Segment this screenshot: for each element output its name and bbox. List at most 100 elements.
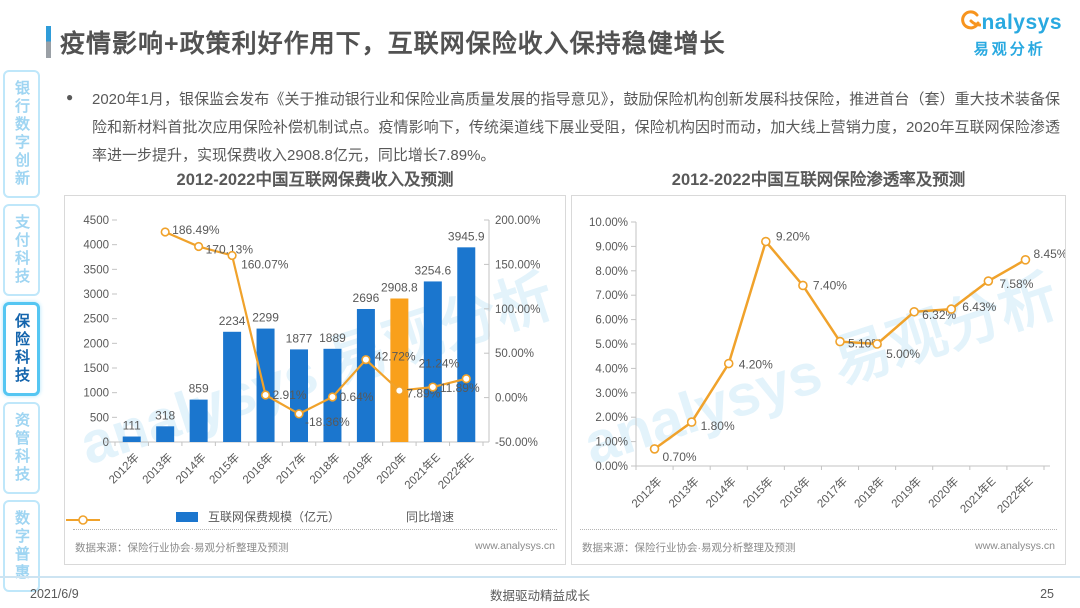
svg-text:2015年: 2015年: [206, 450, 242, 486]
sidebar-tab-1[interactable]: 支付科技: [3, 204, 40, 296]
sidebar-tab-0[interactable]: 银行数字创新: [3, 70, 40, 198]
premium-bar-5: [290, 349, 308, 442]
svg-text:8.45%: 8.45%: [1033, 247, 1065, 261]
svg-text:4.20%: 4.20%: [739, 358, 773, 372]
line-legend-label: 同比增速: [406, 510, 455, 524]
svg-text:4000: 4000: [83, 240, 109, 252]
svg-text:0.64%: 0.64%: [339, 390, 373, 404]
svg-text:859: 859: [189, 382, 209, 396]
svg-text:3000: 3000: [83, 289, 109, 301]
svg-text:5.00%: 5.00%: [886, 347, 920, 361]
svg-text:4500: 4500: [83, 215, 109, 227]
premium-bar-0: [122, 436, 141, 442]
svg-text:4.00%: 4.00%: [595, 363, 628, 375]
svg-text:9.20%: 9.20%: [776, 230, 810, 244]
svg-text:10.00%: 10.00%: [589, 217, 628, 229]
svg-text:-50.00%: -50.00%: [495, 437, 538, 449]
dotted-separator: [580, 529, 1057, 530]
svg-text:2000: 2000: [83, 338, 109, 350]
analysys-website-link[interactable]: www.analysys.cn: [975, 540, 1055, 552]
svg-text:50.00%: 50.00%: [495, 348, 534, 360]
svg-text:2017年: 2017年: [273, 450, 309, 486]
svg-text:1500: 1500: [83, 363, 109, 375]
svg-text:-18.36%: -18.36%: [305, 415, 350, 429]
svg-text:9.00%: 9.00%: [595, 241, 628, 253]
logo-swoosh-icon: [957, 8, 982, 37]
logo-brand-text: nalysys: [981, 10, 1062, 34]
svg-text:11.89%: 11.89%: [440, 381, 480, 395]
analysys-logo: nalysys 易观分析: [957, 8, 1062, 59]
svg-text:2018年: 2018年: [851, 474, 887, 510]
svg-text:200.00%: 200.00%: [495, 215, 540, 227]
svg-text:2012年: 2012年: [106, 450, 142, 486]
premium-bar-2: [189, 399, 208, 442]
svg-text:2014年: 2014年: [173, 450, 209, 486]
svg-text:2.91%: 2.91%: [273, 388, 307, 402]
dotted-separator: [73, 529, 557, 530]
growth-line: [164, 230, 467, 416]
svg-text:1.80%: 1.80%: [701, 419, 735, 433]
svg-text:150.00%: 150.00%: [495, 259, 540, 271]
svg-text:100.00%: 100.00%: [495, 304, 540, 316]
svg-text:2.00%: 2.00%: [595, 412, 628, 424]
svg-text:1877: 1877: [286, 331, 313, 345]
svg-text:0.70%: 0.70%: [663, 450, 697, 464]
sidebar-tab-3[interactable]: 资管科技: [3, 402, 40, 494]
premium-bar-8: [390, 298, 409, 442]
premium-bar-3: [223, 331, 242, 442]
sidebar-tab-2[interactable]: 保险科技: [3, 302, 40, 396]
svg-text:2696: 2696: [353, 291, 380, 305]
premium-chart-panel: analysys 易观分析 0 500 1000 1500 2000 2500 3000 35…: [64, 195, 566, 565]
svg-text:7.40%: 7.40%: [813, 278, 847, 292]
svg-text:2020年: 2020年: [925, 474, 961, 510]
svg-text:0.00%: 0.00%: [595, 461, 628, 473]
penetration-chart-title: 2012-2022中国互联网保险渗透率及预测: [671, 171, 966, 189]
svg-text:2014年: 2014年: [703, 474, 739, 510]
premium-bar-1: [156, 426, 175, 442]
penetration-line-chart: 0.00% 1.00% 2.00% 3.00% 4.00% 5.00% 6.00% 7.00%…: [589, 217, 1065, 516]
svg-text:6.43%: 6.43%: [962, 300, 996, 314]
data-source-note: 数据来源：保险行业协会·易观分析整理及预测: [75, 542, 289, 554]
summary-text: 2020年1月，银保监会发布《关于推动银行业和保险业高质量发展的指导意见》，鼓励…: [92, 91, 1060, 164]
svg-text:500: 500: [90, 412, 109, 424]
svg-text:7.58%: 7.58%: [999, 277, 1033, 291]
data-source-note: 数据来源：保险行业协会·易观分析整理及预测: [582, 542, 796, 554]
bar-legend-swatch: [175, 511, 198, 522]
premium-bar-4: [256, 328, 275, 442]
svg-text:2015年: 2015年: [740, 474, 776, 510]
svg-text:318: 318: [155, 408, 175, 422]
svg-text:2013年: 2013年: [666, 474, 702, 510]
bullet-icon: ●: [66, 90, 74, 104]
svg-text:2234: 2234: [219, 314, 246, 328]
svg-text:160.07%: 160.07%: [241, 257, 289, 271]
svg-text:0: 0: [103, 437, 109, 449]
svg-text:1889: 1889: [319, 331, 346, 345]
footer-slogan: 数据驱动精益成长: [489, 588, 590, 603]
svg-text:3500: 3500: [83, 264, 109, 276]
page-number: 25: [1040, 587, 1054, 601]
chart-legend: 互联网保费规模（亿元） 同比增速: [65, 508, 565, 525]
svg-text:2017年: 2017年: [814, 474, 850, 510]
svg-text:7.00%: 7.00%: [595, 290, 628, 302]
analysys-website-link[interactable]: www.analysys.cn: [475, 540, 555, 552]
svg-text:111: 111: [123, 419, 142, 433]
svg-text:3.00%: 3.00%: [595, 388, 628, 400]
svg-text:21.24%: 21.24%: [419, 357, 460, 371]
svg-text:2021年E: 2021年E: [957, 474, 999, 516]
svg-text:0.00%: 0.00%: [495, 393, 528, 405]
premium-bar-10: [457, 247, 476, 442]
svg-text:2500: 2500: [83, 314, 109, 326]
logo-brand-cn: 易观分析: [973, 41, 1046, 58]
svg-text:6.00%: 6.00%: [595, 315, 628, 327]
sidebar: 银行数字创新 支付科技 保险科技 资管科技 数字普惠: [3, 70, 43, 598]
svg-text:2019年: 2019年: [340, 450, 376, 486]
premium-bar-9: [423, 281, 442, 442]
svg-text:2022年E: 2022年E: [994, 474, 1036, 516]
svg-text:2299: 2299: [252, 311, 279, 325]
summary-block: ● 2020年1月，银保监会发布《关于推动银行业和保险业高质量发展的指导意见》，…: [66, 86, 1060, 169]
svg-text:170.13%: 170.13%: [206, 243, 254, 257]
title-accent-bar: [46, 26, 51, 58]
page-title: 疫情影响+政策利好作用下，互联网保险收入保持稳健增长: [60, 30, 726, 58]
svg-text:2016年: 2016年: [777, 474, 813, 510]
